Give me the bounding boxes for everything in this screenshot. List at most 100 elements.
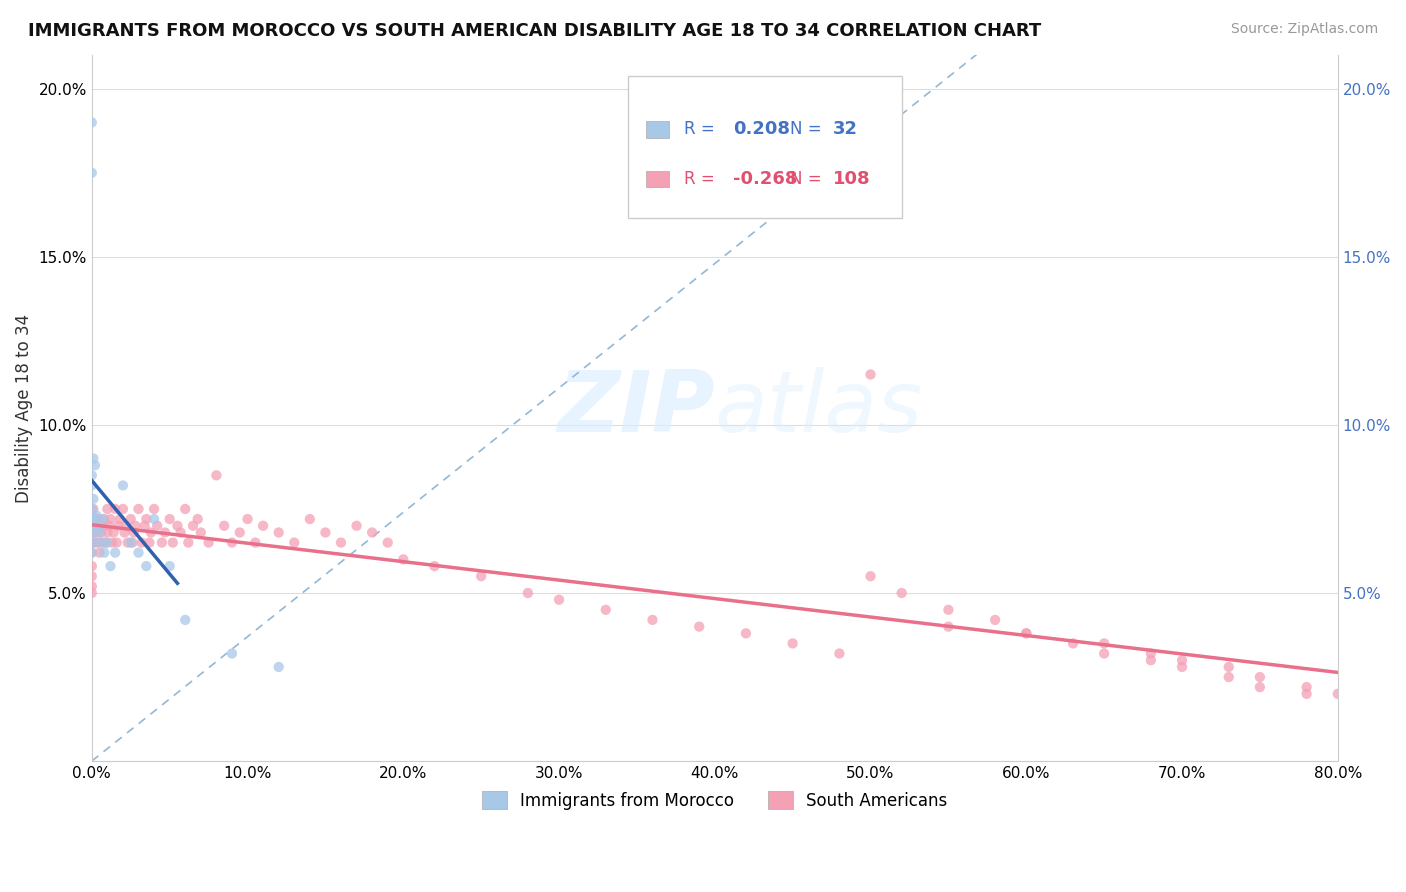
Point	[984, 613, 1007, 627]
Point	[1326, 687, 1348, 701]
Point	[80, 512, 103, 526]
Point	[859, 368, 882, 382]
Point	[197, 535, 219, 549]
Point	[107, 518, 129, 533]
Point	[89, 518, 111, 533]
Point	[181, 518, 204, 533]
Point	[153, 525, 176, 540]
Point	[80, 525, 103, 540]
Point	[938, 619, 960, 633]
Point	[1295, 680, 1317, 694]
Point	[516, 586, 538, 600]
Point	[128, 502, 150, 516]
Point	[80, 546, 103, 560]
Point	[80, 569, 103, 583]
Point	[1249, 670, 1271, 684]
Point	[80, 468, 103, 483]
Point	[423, 559, 446, 574]
Point	[120, 512, 142, 526]
Point	[314, 525, 336, 540]
Point	[146, 518, 169, 533]
Point	[82, 525, 104, 540]
Text: 32: 32	[834, 120, 858, 138]
Point	[641, 613, 664, 627]
Point	[100, 559, 122, 574]
Point	[938, 603, 960, 617]
Point	[84, 512, 107, 526]
Point	[138, 535, 160, 549]
Point	[229, 525, 252, 540]
Point	[236, 512, 259, 526]
Point	[1140, 647, 1163, 661]
Point	[91, 512, 114, 526]
Point	[121, 535, 143, 549]
Point	[93, 512, 115, 526]
Text: atlas: atlas	[714, 367, 922, 450]
Point	[111, 478, 134, 492]
Y-axis label: Disability Age 18 to 34: Disability Age 18 to 34	[15, 314, 32, 503]
Point	[100, 512, 122, 526]
Point	[205, 468, 228, 483]
Point	[1140, 653, 1163, 667]
Point	[890, 586, 912, 600]
Point	[252, 518, 274, 533]
Point	[80, 502, 103, 516]
Point	[162, 535, 184, 549]
Point	[177, 535, 200, 549]
Text: Source: ZipAtlas.com: Source: ZipAtlas.com	[1230, 22, 1378, 37]
Point	[190, 525, 212, 540]
Point	[82, 491, 104, 506]
Point	[169, 525, 191, 540]
Point	[117, 535, 139, 549]
Point	[115, 518, 138, 533]
Point	[361, 525, 384, 540]
Point	[159, 559, 181, 574]
Point	[108, 512, 131, 526]
Point	[124, 518, 146, 533]
Text: N =: N =	[790, 120, 827, 138]
Point	[86, 525, 108, 540]
Point	[135, 559, 157, 574]
Point	[283, 535, 305, 549]
Point	[111, 502, 134, 516]
Point	[87, 518, 110, 533]
Point	[212, 518, 235, 533]
Point	[135, 512, 157, 526]
Point	[80, 586, 103, 600]
Point	[96, 502, 118, 516]
Point	[859, 569, 882, 583]
Point	[688, 619, 710, 633]
Point	[128, 546, 150, 560]
Point	[159, 512, 181, 526]
Point	[1092, 647, 1115, 661]
Point	[330, 535, 353, 549]
Point	[87, 512, 110, 526]
Point	[86, 508, 108, 523]
Point	[1171, 660, 1194, 674]
Point	[89, 525, 111, 540]
Point	[131, 535, 153, 549]
Point	[80, 559, 103, 574]
Point	[97, 518, 120, 533]
Point	[87, 535, 110, 549]
Point	[470, 569, 492, 583]
Point	[82, 451, 104, 466]
Point	[143, 512, 166, 526]
Point	[1249, 680, 1271, 694]
Point	[82, 502, 104, 516]
Point	[174, 613, 197, 627]
Text: 108: 108	[834, 169, 870, 187]
Point	[104, 502, 127, 516]
Point	[105, 535, 128, 549]
Point	[143, 502, 166, 516]
Point	[548, 592, 571, 607]
Point	[122, 525, 145, 540]
Point	[84, 458, 107, 473]
Point	[139, 525, 162, 540]
Point	[80, 115, 103, 129]
Point	[735, 626, 758, 640]
Point	[221, 647, 243, 661]
Point	[346, 518, 368, 533]
Text: ZIP: ZIP	[557, 367, 714, 450]
Point	[84, 518, 107, 533]
